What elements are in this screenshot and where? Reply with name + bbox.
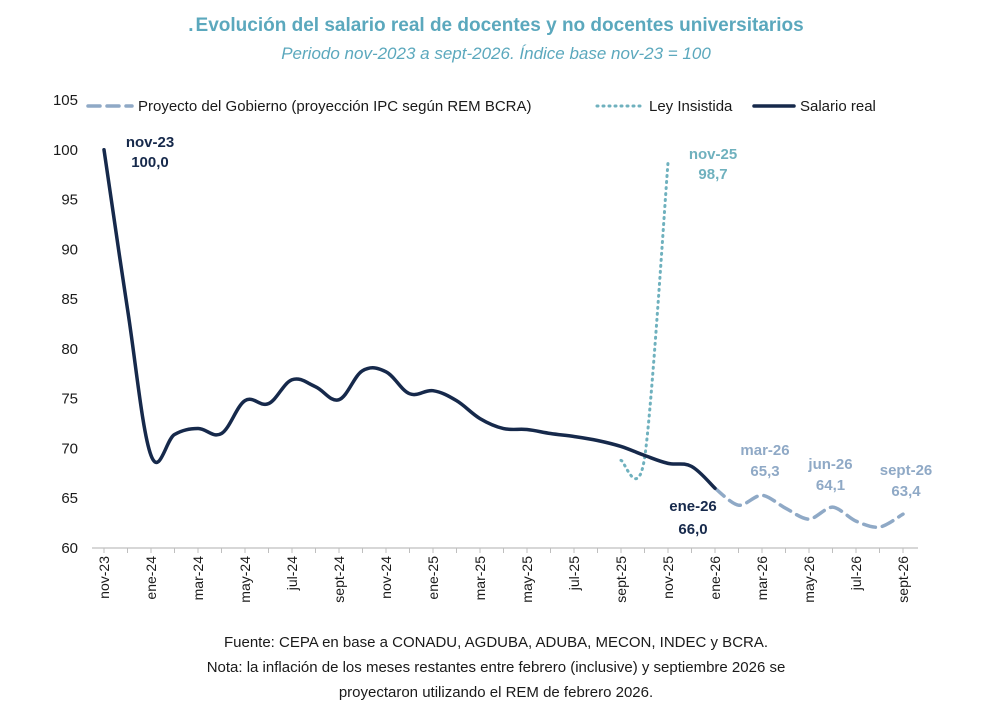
- x-tick-label: ene-26: [707, 556, 723, 600]
- x-tick-label: nov-25: [660, 556, 676, 599]
- y-tick-label: 85: [61, 291, 78, 308]
- y-tick-label: 80: [61, 341, 78, 358]
- x-tick-label: mar-24: [190, 556, 206, 601]
- data-label-value: 100,0: [131, 154, 169, 171]
- chart-subtitle: Periodo nov-2023 a sept-2026. Índice bas…: [281, 44, 711, 63]
- data-label-value: 65,3: [750, 463, 779, 480]
- x-tick-label: mar-25: [472, 556, 488, 601]
- x-tick-label: sept-26: [895, 556, 911, 603]
- data-label-period: nov-25: [689, 146, 737, 163]
- data-label-period: sept-26: [880, 462, 933, 479]
- y-tick-label: 70: [61, 440, 78, 457]
- series-proyecto-gobierno-line: [713, 486, 905, 530]
- series-salario-real-line: [102, 148, 717, 491]
- footnote-line-2: proyectaron utilizando el REM de febrero…: [338, 684, 654, 701]
- legend-label: Ley Insistida: [649, 98, 733, 115]
- y-tick-label: 75: [61, 391, 78, 408]
- chart-title-text: Evolución del salario real de docentes y…: [195, 15, 804, 36]
- data-label-value: 98,7: [698, 166, 727, 183]
- x-tick-label: nov-23: [96, 556, 112, 599]
- x-tick-label: nov-24: [378, 556, 394, 599]
- source-note: Fuente: CEPA en base a CONADU, AGDUBA, A…: [223, 634, 769, 651]
- y-tick-label: 95: [61, 192, 78, 209]
- x-tick-label: ene-24: [143, 556, 159, 600]
- y-tick-label: 105: [53, 92, 78, 109]
- footnote-line-1: Nota: la inflación de los meses restante…: [206, 659, 786, 676]
- y-tick-label: 90: [61, 241, 78, 258]
- data-label-period: nov-23: [126, 134, 174, 151]
- x-tick-label: jul-24: [284, 556, 300, 591]
- x-tick-label: may-25: [519, 556, 535, 603]
- x-tick-label: may-24: [237, 556, 253, 603]
- x-tick-label: ene-25: [425, 556, 441, 600]
- y-tick-label: 65: [61, 490, 78, 507]
- data-label-period: mar-26: [740, 442, 789, 459]
- chart-title: . Evolución del salario real de docentes …: [0, 15, 992, 37]
- x-tick-label: sept-25: [613, 556, 629, 603]
- x-tick-label: jul-26: [848, 556, 864, 591]
- data-label-value: 66,0: [678, 521, 707, 538]
- x-tick-label: sept-24: [331, 556, 347, 603]
- x-tick-label: may-26: [801, 556, 817, 603]
- data-label-value: 63,4: [891, 483, 921, 500]
- line-chart: 60 65 70 75 80 85 90 95 100 105 nov-23 ene-24 mar-24…: [53, 92, 933, 603]
- legend-label: Proyecto del Gobierno (proyección IPC se…: [138, 98, 532, 115]
- y-tick-label: 100: [53, 142, 78, 159]
- x-tick-label: mar-26: [754, 556, 770, 601]
- series-ley-insistida-line: [619, 161, 670, 480]
- title-marker: .: [188, 15, 194, 36]
- x-tick-label: jul-25: [566, 556, 582, 591]
- legend-label: Salario real: [800, 98, 876, 115]
- y-tick-label: 60: [61, 540, 78, 557]
- data-label-value: 64,1: [816, 477, 845, 494]
- data-label-period: jun-26: [807, 456, 852, 473]
- data-label-period: ene-26: [669, 498, 717, 515]
